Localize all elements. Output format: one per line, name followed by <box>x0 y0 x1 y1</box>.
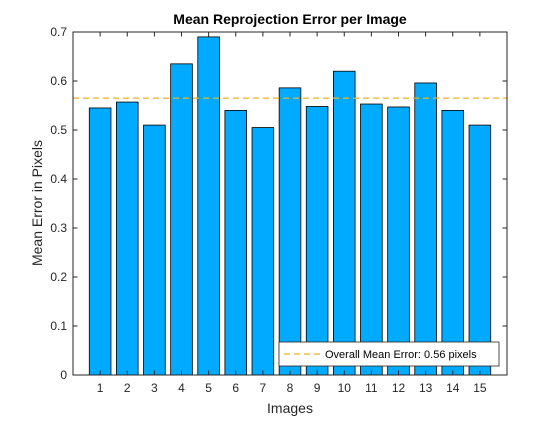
bar-image-11 <box>360 103 383 376</box>
bar-image-4 <box>170 63 193 376</box>
x-tick-label: 3 <box>151 381 158 395</box>
legend: Overall Mean Error: 0.56 pixels <box>278 341 500 367</box>
x-tick-label: 10 <box>338 381 352 395</box>
bar-image-7 <box>251 127 275 376</box>
bar-image-6 <box>224 110 247 376</box>
x-tick-label: 7 <box>260 381 267 395</box>
bar-image-8 <box>278 87 302 376</box>
chart-title: Mean Reprojection Error per Image <box>173 11 407 27</box>
y-tick-label: 0 <box>60 368 67 382</box>
x-tick-label: 4 <box>178 381 185 395</box>
x-tick-label: 2 <box>124 381 131 395</box>
legend-label-mean-line: Overall Mean Error: 0.56 pixels <box>325 349 477 361</box>
bar-image-14 <box>441 110 464 376</box>
bar-image-5 <box>197 36 220 376</box>
y-tick-label: 0.4 <box>50 172 67 186</box>
x-tick-label: 15 <box>473 381 487 395</box>
bar-image-2 <box>116 101 139 376</box>
x-axis-label: Images <box>267 400 313 416</box>
x-tick-label: 13 <box>419 381 433 395</box>
y-axis-label: Mean Error in Pixels <box>29 140 45 266</box>
bar-image-13 <box>414 82 437 376</box>
x-tick-label: 14 <box>446 381 460 395</box>
ticks-layer: 00.10.20.30.40.50.60.71 2 3 4 5 6 7 8 9 10 11 12 13 1… <box>50 25 507 395</box>
y-tick-label: 0.5 <box>50 123 67 137</box>
y-tick-label: 0.3 <box>50 221 67 235</box>
y-tick-label: 0.6 <box>50 74 67 88</box>
x-tick-label: 1 <box>97 381 104 395</box>
bar-image-12 <box>387 106 410 376</box>
bar-image-15 <box>468 124 492 376</box>
bar-image-1 <box>88 107 112 376</box>
y-tick-label: 0.1 <box>50 319 67 333</box>
x-tick-label: 5 <box>205 381 212 395</box>
bar-image-3 <box>143 124 166 376</box>
x-tick-label: 6 <box>232 381 239 395</box>
x-tick-label: 12 <box>392 381 406 395</box>
bars-layer <box>88 36 492 376</box>
y-tick-label: 0.7 <box>50 25 67 39</box>
x-tick-label: 8 <box>287 381 294 395</box>
x-tick-label: 11 <box>365 381 378 395</box>
bar-image-10 <box>332 70 356 376</box>
x-tick-label: 9 <box>314 381 321 395</box>
bar-image-9 <box>305 106 329 376</box>
y-tick-label: 0.2 <box>50 270 67 284</box>
